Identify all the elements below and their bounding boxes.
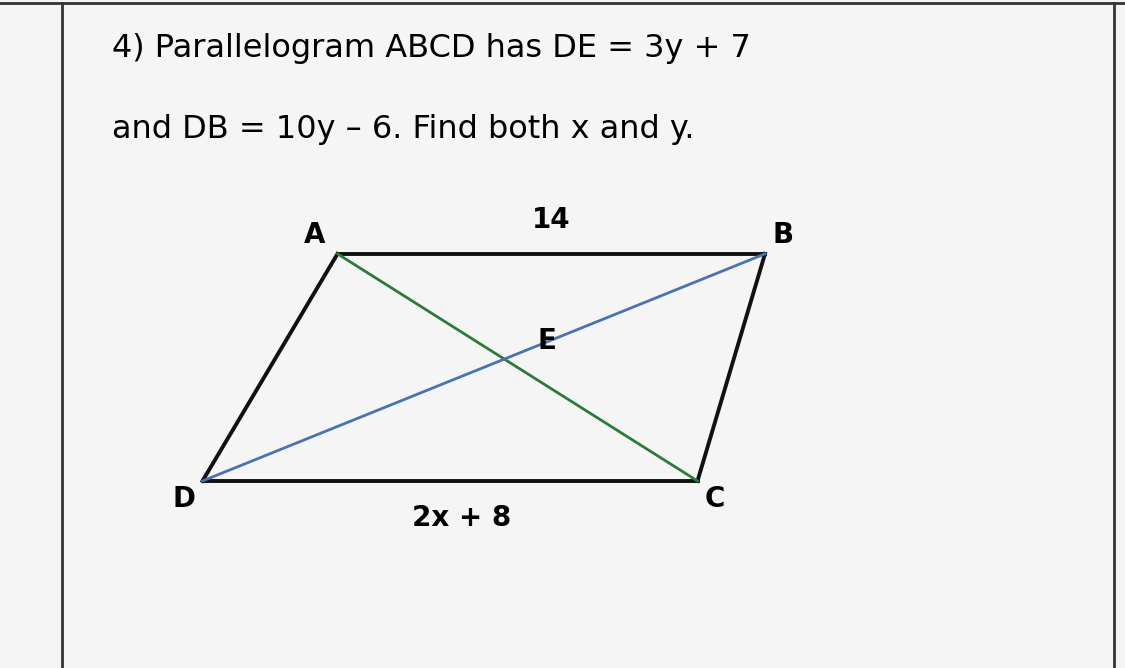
Text: and DB = 10y – 6. Find both x and y.: and DB = 10y – 6. Find both x and y. — [112, 114, 695, 144]
Text: 2x + 8: 2x + 8 — [412, 504, 511, 532]
Text: B: B — [773, 221, 793, 249]
Text: A: A — [304, 221, 325, 249]
Text: E: E — [538, 327, 557, 355]
Text: D: D — [172, 486, 195, 514]
Text: C: C — [705, 486, 726, 514]
Text: 4) Parallelogram ABCD has DE = 3y + 7: 4) Parallelogram ABCD has DE = 3y + 7 — [112, 33, 752, 64]
Text: 14: 14 — [532, 206, 570, 234]
